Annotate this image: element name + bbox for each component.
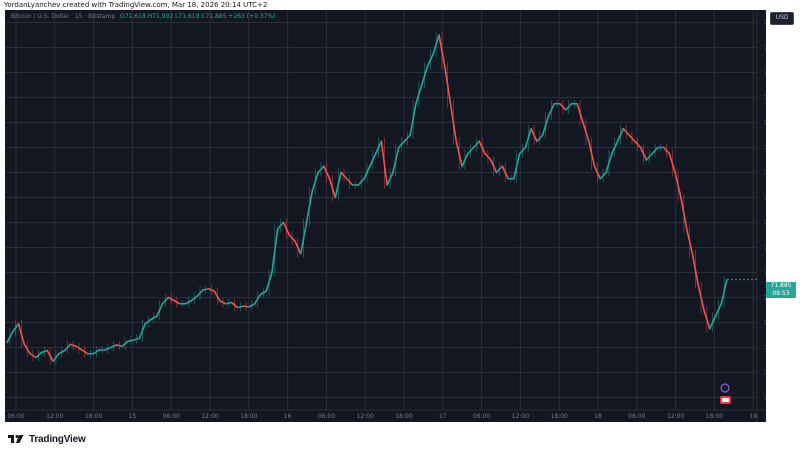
x-tick-label: 06:00 [163,413,180,420]
x-tick-label: 18:00 [85,413,102,420]
bar-countdown: 09:53 [772,290,790,297]
price-chart[interactable]: 70,000 70,400 70,800 71,200 71,600 72,000 72,4… [5,10,766,422]
x-tick-label: 06:00 [7,413,24,420]
symbol-legend: Bitcoin / U.S. Dollar · 15 · Bitstamp O7… [11,13,276,20]
last-price-value: 71,885 [770,282,792,289]
last-price-tag: 71,885 09:53 [766,282,796,298]
y-tick-label: 70,800 [764,345,766,352]
attribution-caption: YordanLyanchev created with TradingView.… [4,1,268,9]
x-tick-label: 06:00 [473,413,490,420]
x-tick-label: 12:00 [667,413,684,420]
x-tick-label: 17 [439,413,447,420]
y-tick-label: 70,000 [764,395,766,402]
x-tick-label: 19 [749,413,757,420]
x-tick-label: 18:00 [706,413,723,420]
y-tick-label: 73,600 [764,170,766,177]
y-tick-label: 72,800 [764,220,766,227]
currency-button[interactable]: USD [770,12,794,25]
y-tick-label: 74,800 [764,95,766,102]
x-tick-label: 18:00 [551,413,568,420]
y-tick-label: 75,200 [764,70,766,77]
ohlc-values: O71,618 H71,992 L71,618 C71,885 +263 (+0… [120,13,276,20]
x-tick-label: 06:00 [318,413,335,420]
y-tick-label: 71,200 [764,320,766,327]
x-tick-label: 12:00 [201,413,218,420]
news-flag-inner-icon [722,398,729,402]
footer-brand[interactable]: TradingView [6,432,86,446]
y-tick-label: 70,400 [764,370,766,377]
y-tick-label: 73,200 [764,195,766,202]
y-tick-label: 75,600 [764,45,766,52]
x-tick-label: 12:00 [512,413,529,420]
x-tick-label: 16 [284,413,292,420]
y-tick-label: 74,000 [764,145,766,152]
event-marker-icon [720,383,730,393]
x-tick-label: 12:00 [357,413,374,420]
y-tick-label: 72,000 [764,270,766,277]
x-tick-label: 15 [129,413,137,420]
x-tick-label: 12:00 [46,413,63,420]
x-tick-label: 18:00 [240,413,257,420]
brand-name: TradingView [29,433,86,445]
y-tick-label: 74,400 [764,120,766,127]
y-tick-label: 76,000 [764,20,766,27]
x-tick-label: 18 [594,413,602,420]
y-tick-label: 71,600 [764,295,766,302]
x-tick-label: 18:00 [395,413,412,420]
chart-area[interactable]: 70,000 70,400 70,800 71,200 71,600 72,000 72,4… [5,10,766,422]
x-tick-label: 06:00 [628,413,645,420]
tradingview-logo-icon [8,435,24,443]
y-tick-label: 72,400 [764,245,766,252]
symbol-name: Bitcoin / U.S. Dollar · 15 · Bitstamp [11,13,116,20]
